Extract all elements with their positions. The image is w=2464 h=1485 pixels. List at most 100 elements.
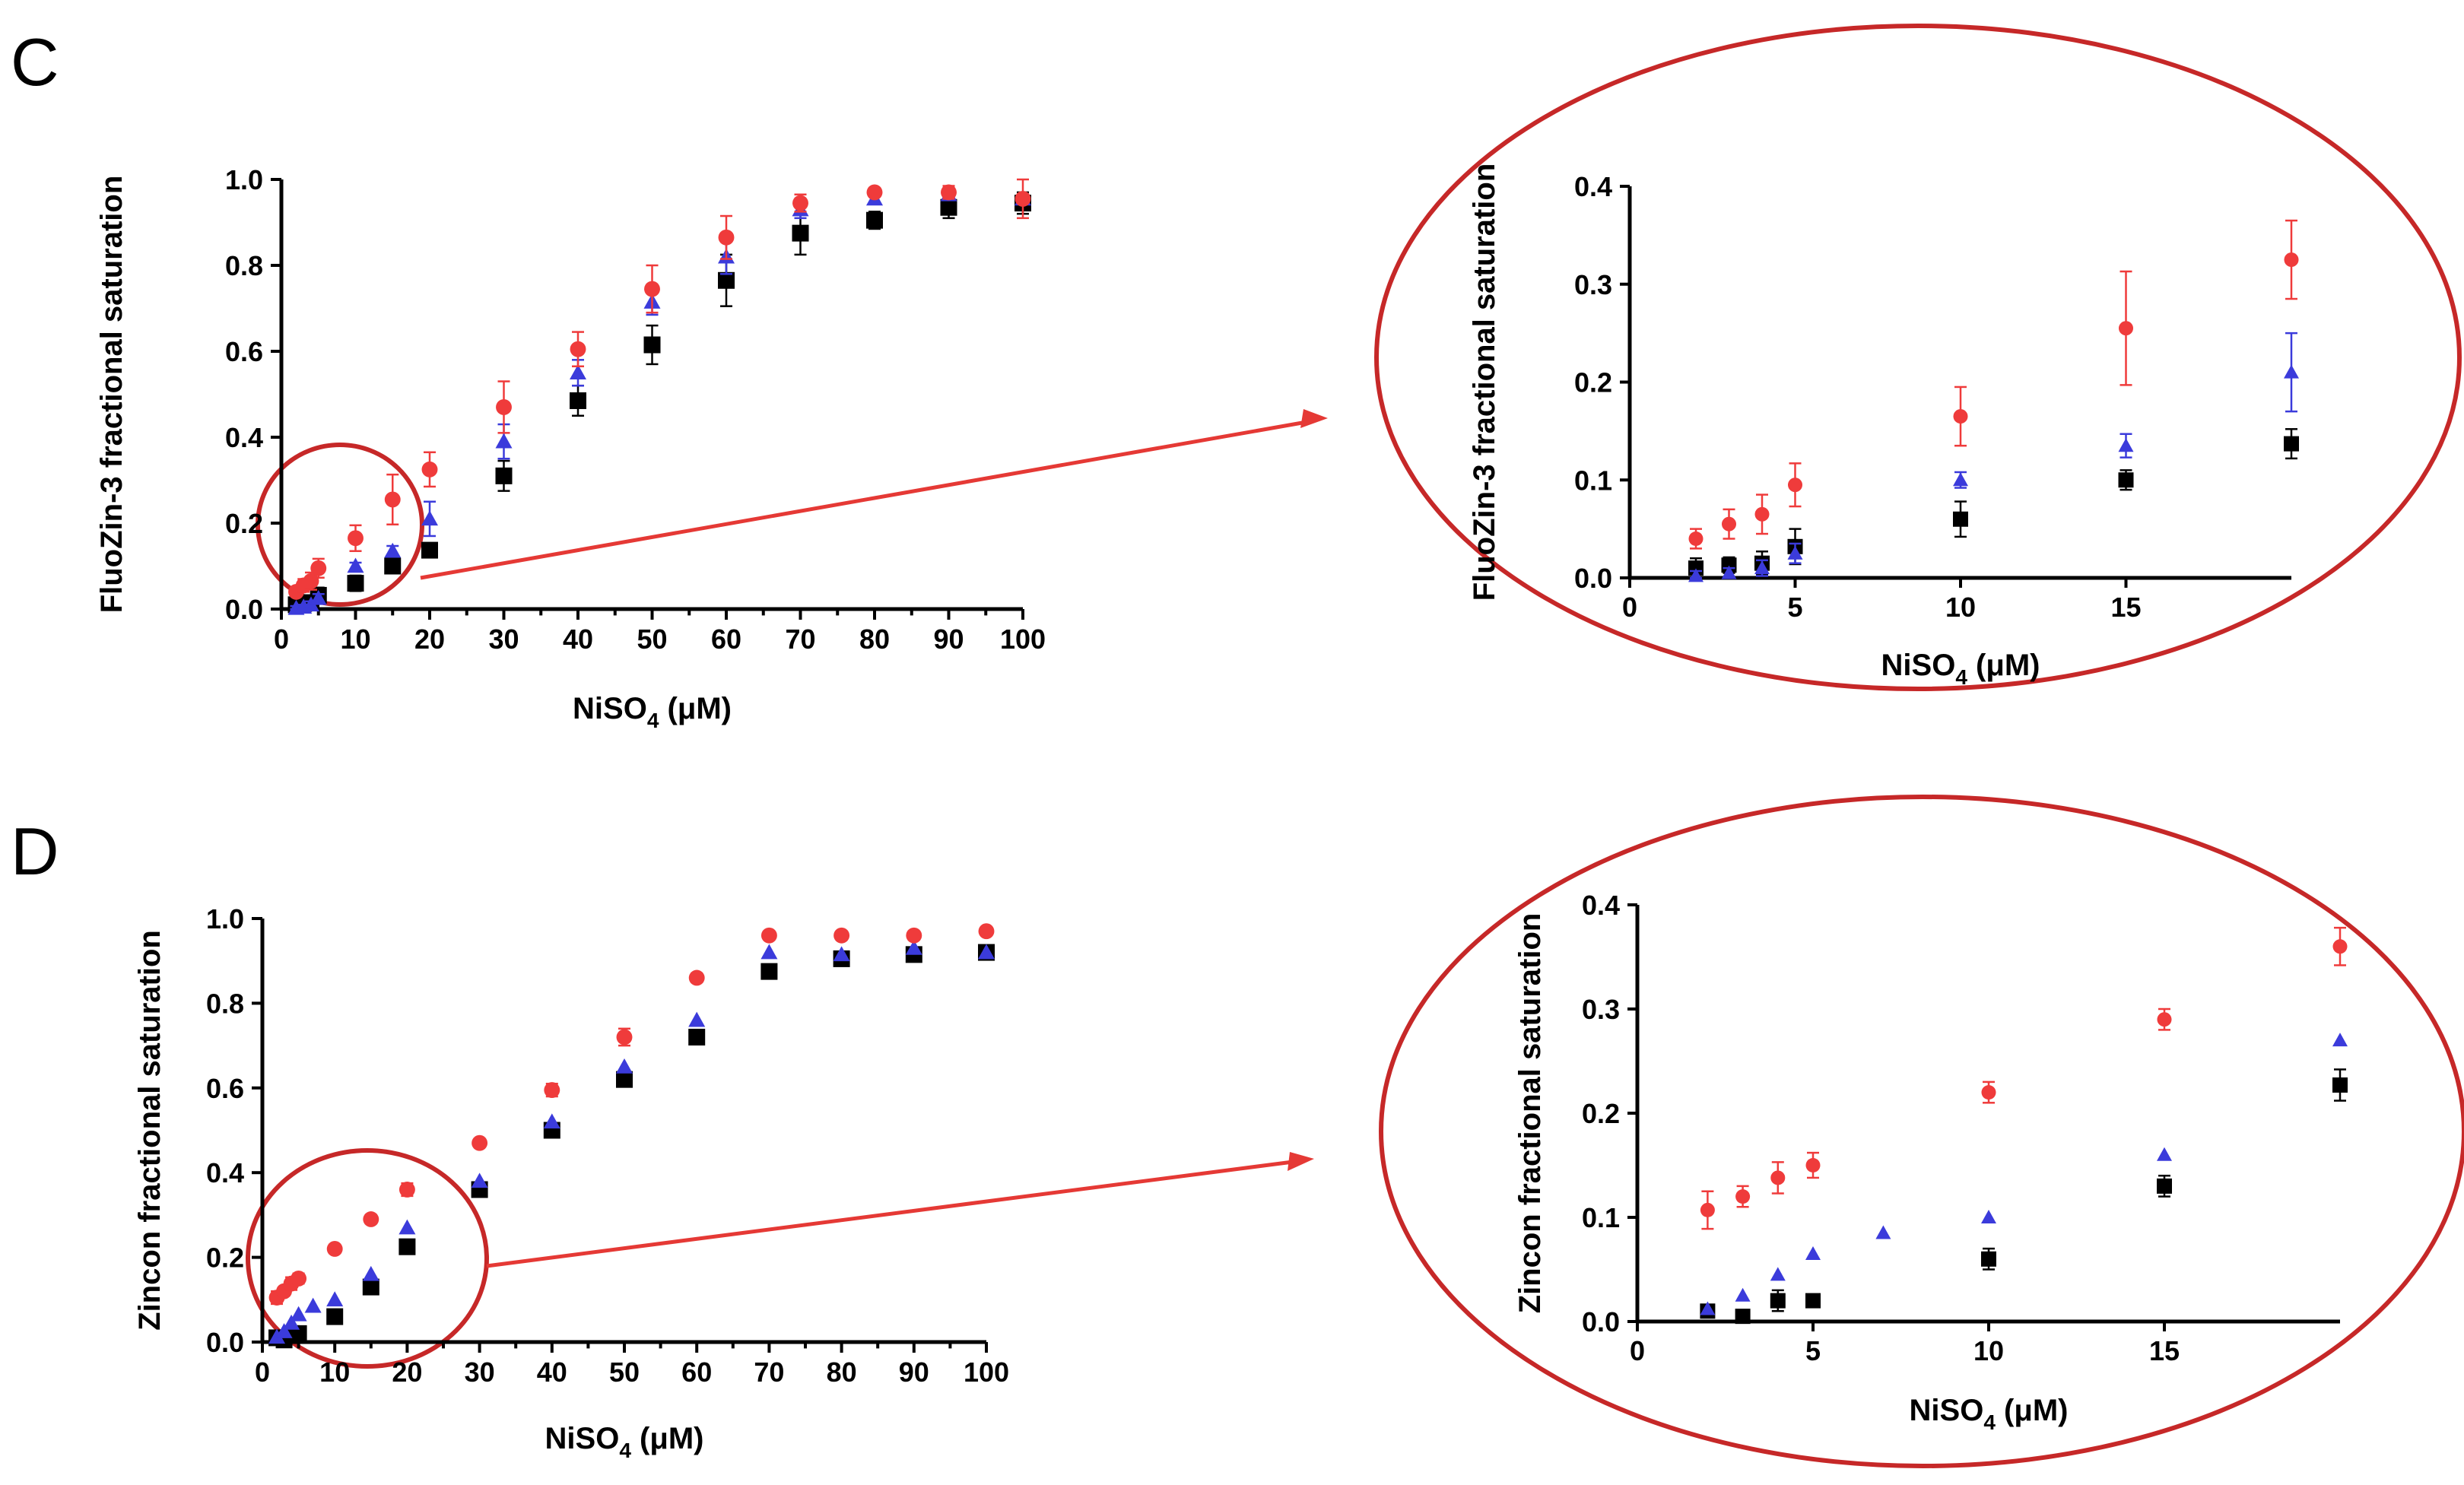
data-point <box>2119 321 2133 336</box>
y-tick-label: 0.2 <box>1574 367 1612 398</box>
x-tick-label: 100 <box>964 1356 1009 1388</box>
data-point <box>1014 190 1031 207</box>
data-point <box>1735 1309 1751 1325</box>
y-tick-label: 0.2 <box>1582 1098 1620 1129</box>
series-series3 <box>268 923 995 1306</box>
data-point <box>544 1082 560 1099</box>
data-point <box>2332 939 2348 954</box>
data-point <box>1770 1170 1786 1185</box>
data-point <box>644 281 660 297</box>
data-point <box>905 939 922 955</box>
x-axis-title: NiSO4 (μM) <box>1881 649 2040 689</box>
y-tick-label: 0.4 <box>206 1157 244 1188</box>
data-point <box>1722 516 1736 531</box>
y-tick-label: 0.2 <box>206 1242 244 1274</box>
data-point <box>384 557 402 575</box>
x-tick-label: 10 <box>1945 592 1976 623</box>
data-point <box>2118 472 2134 488</box>
x-tick-label: 5 <box>1787 592 1802 623</box>
x-tick-label: 10 <box>1973 1335 2004 1366</box>
y-tick-label: 0.1 <box>1574 465 1612 496</box>
series-series1 <box>268 944 995 1349</box>
data-point <box>384 491 401 508</box>
x-tick-label: 90 <box>899 1356 929 1388</box>
x-axis-title: NiSO4 (μM) <box>545 1422 704 1462</box>
x-tick-label: 0 <box>255 1356 270 1388</box>
series-series1 <box>1688 428 2299 579</box>
x-tick-label: 30 <box>465 1356 495 1388</box>
data-point <box>978 944 995 960</box>
zoom-arrow-d <box>486 1160 1294 1268</box>
series-series3 <box>288 178 1031 600</box>
data-point <box>291 1271 307 1287</box>
x-axis-title-subscript: 4 <box>1955 665 1967 689</box>
data-point <box>421 461 438 478</box>
x-tick-label: 50 <box>637 624 667 655</box>
series-series2 <box>1688 332 2299 582</box>
callout-c <box>256 24 2462 691</box>
y-tick-label: 0.6 <box>206 1073 244 1104</box>
x-tick-label: 30 <box>488 624 519 655</box>
data-point <box>643 336 661 354</box>
x-tick-label: 0 <box>1622 592 1637 623</box>
data-point <box>495 467 513 484</box>
x-axis-title-main: NiSO <box>1910 1394 1984 1427</box>
data-point <box>688 969 705 986</box>
data-point <box>362 1265 379 1281</box>
data-point <box>2332 1033 2348 1047</box>
x-tick-label: 90 <box>933 624 964 655</box>
data-point <box>1981 1251 1996 1267</box>
x-axis-title-unit: (μM) <box>1996 1394 2069 1427</box>
y-tick-label: 0.3 <box>1574 269 1612 300</box>
data-point <box>2284 252 2299 268</box>
x-tick-label: 80 <box>827 1356 857 1388</box>
data-point <box>616 1071 633 1088</box>
x-tick-label: 20 <box>392 1356 422 1388</box>
data-point <box>906 927 922 944</box>
data-point <box>1875 1225 1891 1239</box>
data-point <box>866 184 883 201</box>
x-tick-label: 40 <box>563 624 593 655</box>
data-point <box>2118 438 2134 452</box>
panel-letter-c: C <box>11 24 59 100</box>
data-point <box>616 1029 633 1046</box>
data-point <box>310 589 327 605</box>
data-point <box>421 541 438 559</box>
callout-d <box>246 795 2464 1468</box>
x-tick-label: 60 <box>681 1356 712 1388</box>
data-point <box>760 963 778 980</box>
x-axis-title-unit: (μM) <box>1967 649 2040 682</box>
data-point <box>688 1028 706 1046</box>
x-axis-title-subscript: 4 <box>647 709 659 732</box>
series-series2 <box>1700 1033 2348 1315</box>
data-point <box>616 1058 633 1074</box>
series-series2 <box>268 939 995 1344</box>
x-tick-label: 10 <box>340 624 370 655</box>
series-series2 <box>287 186 1031 615</box>
x-tick-label: 15 <box>2149 1335 2180 1366</box>
y-tick-label: 0.2 <box>225 508 263 539</box>
zoom-arrowhead-c <box>1300 409 1328 428</box>
data-point <box>290 1306 307 1322</box>
y-tick-label: 0.0 <box>225 594 263 625</box>
data-point <box>495 433 513 449</box>
data-point <box>718 229 735 246</box>
data-point <box>1700 1202 1715 1217</box>
data-point <box>543 1113 560 1129</box>
data-point <box>2284 364 2299 379</box>
data-point <box>760 944 778 960</box>
data-point <box>1735 1189 1751 1204</box>
data-point <box>363 1211 379 1227</box>
x-axis-title-main: NiSO <box>545 1422 620 1455</box>
x-tick-label: 0 <box>1630 1335 1645 1366</box>
series-series3 <box>1700 926 2348 1230</box>
x-tick-label: 40 <box>537 1356 567 1388</box>
data-point <box>275 1323 293 1338</box>
y-tick-label: 0.0 <box>1582 1306 1620 1337</box>
y-axis-title: Zincon fractional saturation <box>1513 913 1547 1314</box>
data-point <box>760 927 777 944</box>
data-point <box>310 560 327 576</box>
data-point <box>1700 1301 1716 1315</box>
series-series3 <box>1688 219 2299 550</box>
x-tick-label: 100 <box>1000 624 1046 655</box>
